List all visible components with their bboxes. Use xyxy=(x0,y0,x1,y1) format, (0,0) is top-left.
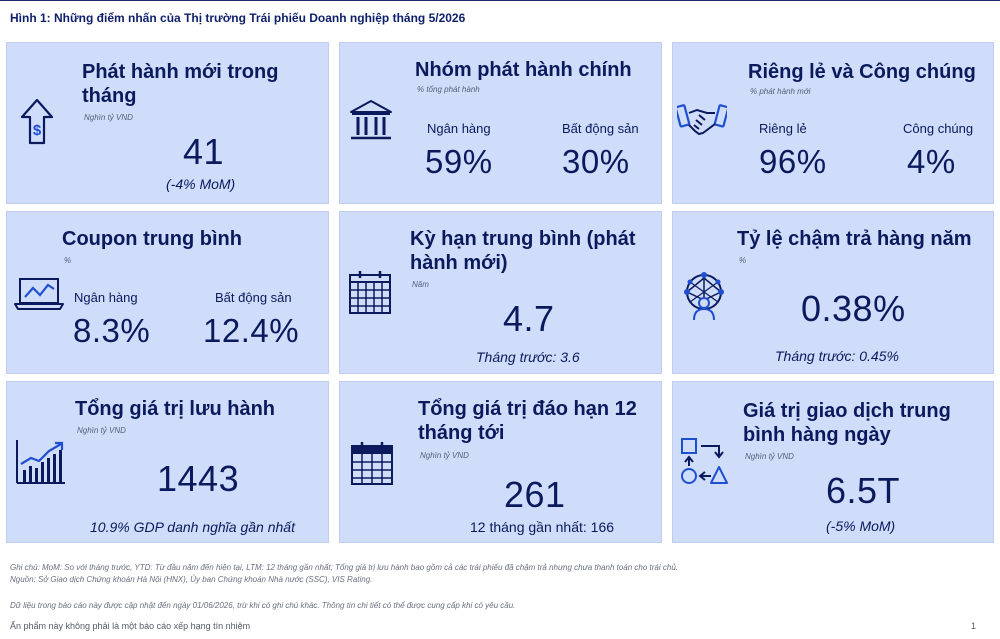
card-title-line2: bình hàng ngày xyxy=(743,424,891,446)
card-title-line1: Kỳ hạn trung bình (phát xyxy=(410,228,636,250)
card-title: Tổng giá trị lưu hành xyxy=(75,398,276,420)
card-unit: % phát hành mới xyxy=(750,87,811,96)
page-title: Hình 1: Những điểm nhấn của Thị trường T… xyxy=(10,11,466,25)
card-sub: Tháng trước: 0.45% xyxy=(775,348,899,364)
network-user-icon xyxy=(679,270,729,322)
card-new-issuance: $ Phát hành mới trong tháng Nghìn tỷ VND… xyxy=(6,42,329,204)
card-title-line2: tháng tới xyxy=(418,422,505,444)
card-private-public: Riêng lẻ và Công chúng % phát hành mới R… xyxy=(672,42,994,204)
page-number: 1 xyxy=(970,621,976,631)
card-sub: (-5% MoM) xyxy=(826,518,896,534)
card-outstanding: Tổng giá trị lưu hành Nghìn tỷ VND 1443 … xyxy=(6,381,329,543)
left-value: 96% xyxy=(759,143,827,180)
top-rule xyxy=(0,0,1000,1)
right-value: 30% xyxy=(562,143,630,180)
disclaimer: Ấn phẩm này không phải là một báo cáo xế… xyxy=(10,621,251,631)
card-title: Coupon trung bình xyxy=(62,228,242,250)
card-title-line1: Phát hành mới trong xyxy=(82,61,279,83)
shapes-flow-icon xyxy=(679,436,731,488)
card-sub: 10.9% GDP danh nghĩa gần nhất xyxy=(90,519,295,535)
card-value: 4.7 xyxy=(503,298,555,339)
card-value: 41 xyxy=(183,131,225,172)
calendar-icon xyxy=(348,269,392,315)
card-title-line1: Giá trị giao dịch trung xyxy=(743,400,951,422)
card-title: Nhóm phát hành chính xyxy=(415,59,632,81)
card-title-line2: tháng xyxy=(82,85,137,107)
dollar-arrow-up-icon: $ xyxy=(19,97,55,147)
card-sub: (-4% MoM) xyxy=(166,176,236,192)
right-value: 4% xyxy=(907,143,956,180)
right-label: Bất động sản xyxy=(215,290,292,305)
card-unit: % tổng phát hành xyxy=(417,85,480,94)
footnote-data-update: Dữ liệu trong báo cáo này được cập nhật … xyxy=(10,601,516,610)
card-unit: Nghìn tỷ VND xyxy=(745,452,794,461)
card-unit: Nghìn tỷ VND xyxy=(77,426,126,435)
card-title-line1: Tổng giá trị đáo hạn 12 xyxy=(418,398,637,420)
bank-icon xyxy=(348,99,394,143)
card-default-rate: Tỷ lệ chậm trả hàng năm % 0.38% Tháng tr… xyxy=(672,211,994,374)
card-title: Riêng lẻ và Công chúng xyxy=(748,61,976,83)
left-label: Riêng lẻ xyxy=(759,121,807,136)
growth-chart-icon xyxy=(15,438,67,486)
card-unit: % xyxy=(739,256,747,265)
card-maturity: Tổng giá trị đáo hạn 12 tháng tới Nghìn … xyxy=(339,381,662,543)
card-unit: Nghìn tỷ VND xyxy=(84,113,133,122)
right-label: Công chúng xyxy=(903,121,974,136)
card-avg-coupon: Coupon trung bình % Ngân hàng Bất động s… xyxy=(6,211,329,374)
left-label: Ngân hàng xyxy=(74,290,138,305)
card-title-line2: hành mới) xyxy=(410,252,508,274)
card-unit: Năm xyxy=(412,280,429,289)
card-avg-tenor: Kỳ hạn trung bình (phát hành mới) Năm 4.… xyxy=(339,211,662,374)
card-sub: Tháng trước: 3.6 xyxy=(476,349,580,365)
right-label: Bất động sản xyxy=(562,121,639,136)
card-value: 261 xyxy=(504,474,566,515)
footnote-note: Ghi chú: MoM: So với tháng trước, YTD: T… xyxy=(10,563,678,572)
svg-text:$: $ xyxy=(33,122,42,139)
card-sub: 12 tháng gần nhất: 166 xyxy=(470,519,615,535)
card-value: 1443 xyxy=(157,458,240,499)
card-value: 0.38% xyxy=(801,288,906,329)
card-title: Tỷ lệ chậm trả hàng năm xyxy=(737,228,972,250)
card-unit: Nghìn tỷ VND xyxy=(420,451,469,460)
calendar-small-icon xyxy=(350,440,394,486)
card-value: 6.5T xyxy=(826,470,901,511)
handshake-icon xyxy=(677,103,727,139)
laptop-chart-icon xyxy=(13,276,65,312)
card-unit: % xyxy=(64,256,72,265)
right-value: 12.4% xyxy=(203,312,300,349)
left-value: 8.3% xyxy=(73,312,151,349)
left-value: 59% xyxy=(425,143,493,180)
card-main-issuers: Nhóm phát hành chính % tổng phát hành Ng… xyxy=(339,42,662,204)
footnote-source: Nguồn: Sở Giao dịch Chứng khoán Hà Nội (… xyxy=(10,575,373,584)
left-label: Ngân hàng xyxy=(427,121,491,136)
card-daily-trading: Giá trị giao dịch trung bình hàng ngày N… xyxy=(672,381,994,543)
